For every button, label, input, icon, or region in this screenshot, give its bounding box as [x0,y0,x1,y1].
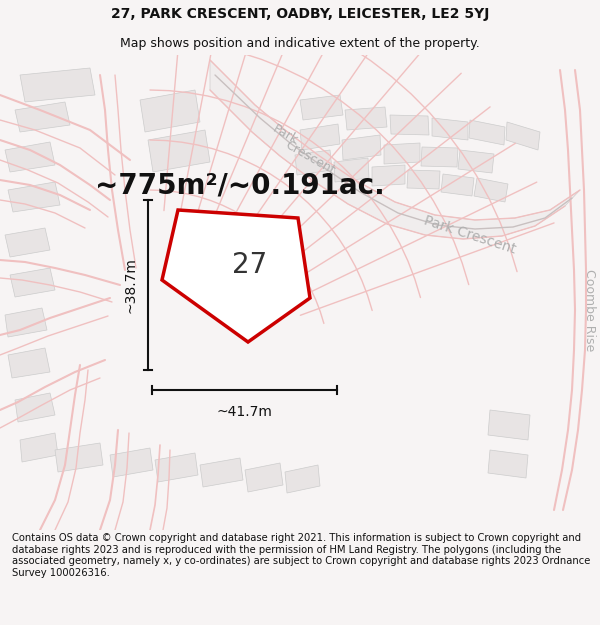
Polygon shape [200,458,243,487]
Polygon shape [148,130,210,172]
Polygon shape [345,107,387,130]
Text: Crescent: Crescent [283,139,337,178]
Polygon shape [488,410,530,440]
Polygon shape [20,68,95,102]
Text: ~38.7m: ~38.7m [124,257,138,313]
Polygon shape [300,124,340,150]
Polygon shape [474,178,508,202]
Polygon shape [458,150,494,173]
Polygon shape [140,90,200,132]
Polygon shape [162,210,310,342]
Polygon shape [20,433,58,462]
Text: Contains OS data © Crown copyright and database right 2021. This information is : Contains OS data © Crown copyright and d… [12,533,590,578]
Polygon shape [110,448,153,477]
Text: ~41.7m: ~41.7m [217,405,272,419]
Text: Park Crescent: Park Crescent [422,214,518,256]
Polygon shape [210,60,580,239]
Text: ~775m²/~0.191ac.: ~775m²/~0.191ac. [95,171,385,199]
Polygon shape [390,115,429,135]
Polygon shape [334,158,369,182]
Polygon shape [342,135,381,160]
Polygon shape [5,228,50,257]
Polygon shape [8,182,60,212]
Polygon shape [285,465,320,493]
Polygon shape [10,268,55,297]
Text: 27, PARK CRESCENT, OADBY, LEICESTER, LE2 5YJ: 27, PARK CRESCENT, OADBY, LEICESTER, LE2… [111,7,489,21]
Polygon shape [155,453,198,482]
Polygon shape [506,122,540,150]
Polygon shape [469,120,505,145]
Polygon shape [441,174,474,196]
Polygon shape [300,95,343,120]
Polygon shape [8,348,50,378]
Polygon shape [15,102,70,132]
Polygon shape [15,393,55,422]
Polygon shape [421,147,458,167]
Text: Map shows position and indicative extent of the property.: Map shows position and indicative extent… [120,38,480,51]
Polygon shape [488,450,528,478]
Text: 27: 27 [232,251,267,279]
Polygon shape [407,170,440,189]
Polygon shape [384,143,420,164]
Polygon shape [5,142,55,172]
Polygon shape [432,118,468,140]
Text: Coombe Rise: Coombe Rise [583,269,596,351]
Polygon shape [245,463,283,492]
Text: Park: Park [270,122,300,148]
Polygon shape [55,443,103,472]
Polygon shape [5,308,47,337]
Polygon shape [295,150,332,175]
Polygon shape [372,165,405,186]
